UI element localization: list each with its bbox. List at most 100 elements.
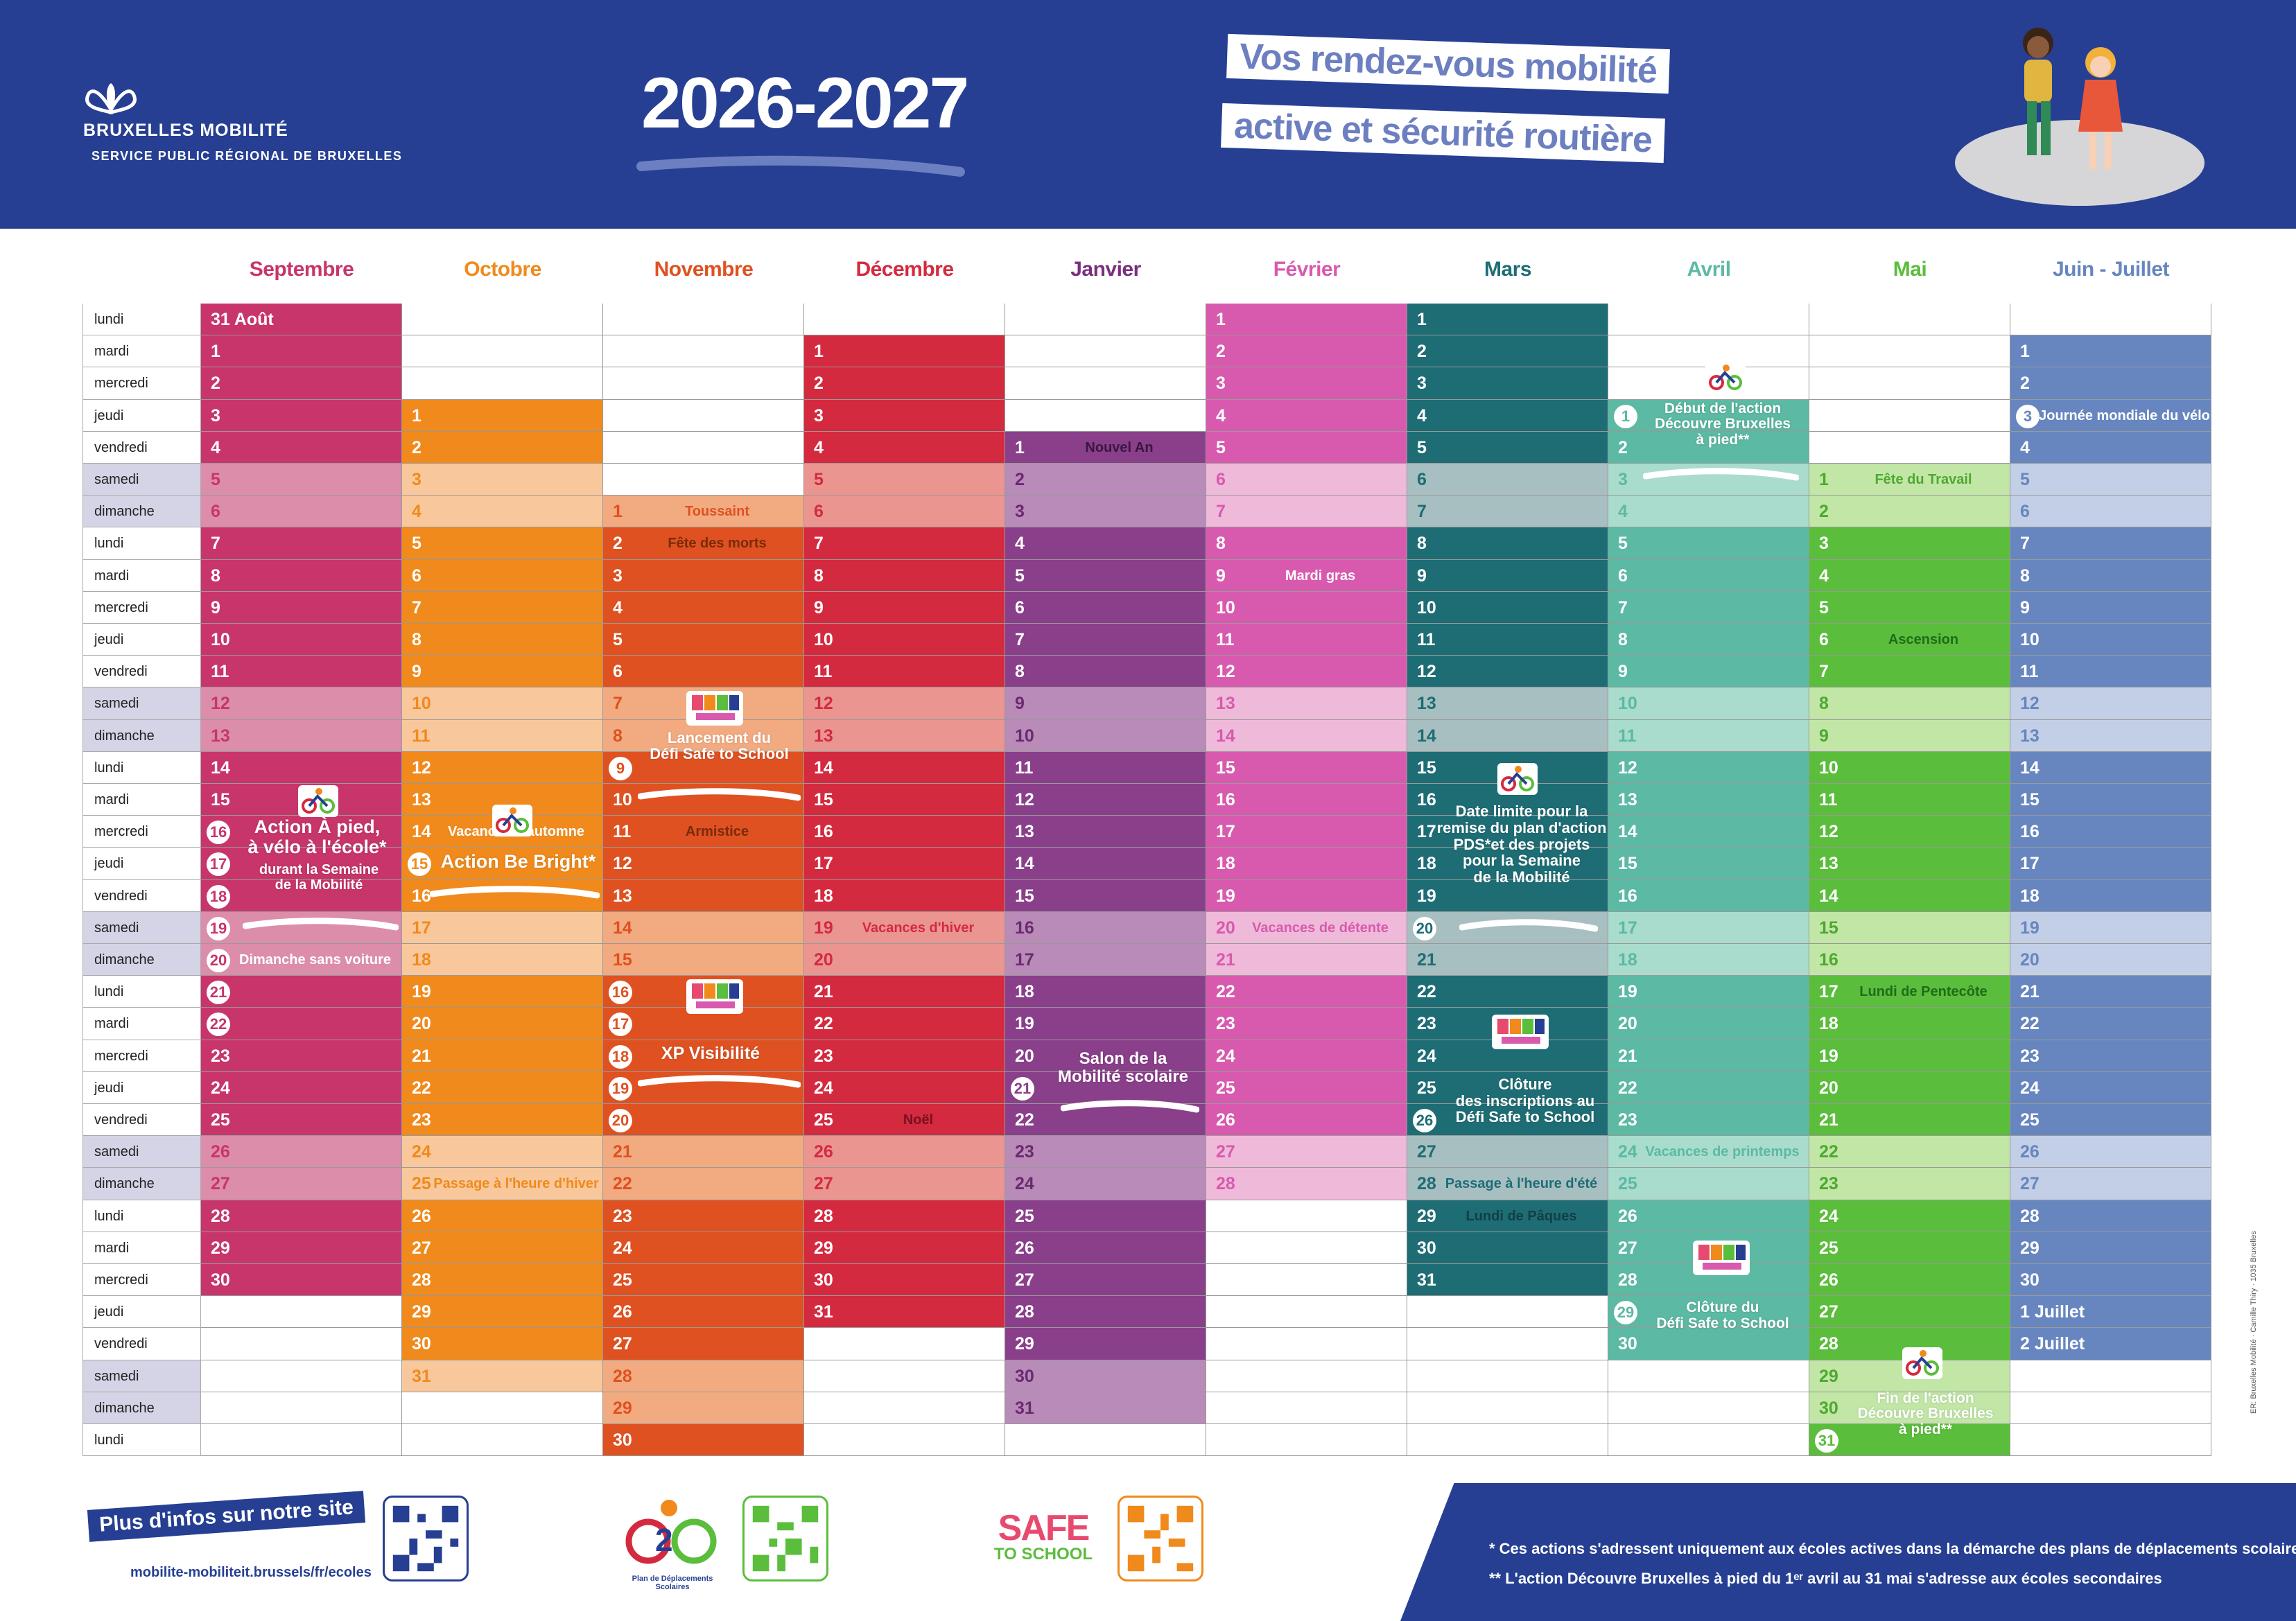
qr-code-safe-to-school[interactable] xyxy=(1117,1496,1203,1581)
day-number: 28 xyxy=(1819,1334,1838,1354)
calendar-day-cell: 1 xyxy=(201,335,402,368)
day-number: 7 xyxy=(1417,502,1427,522)
day-number: 21 xyxy=(2020,982,2040,1002)
day-number: 26 xyxy=(1015,1238,1034,1258)
brussels-mobility-logo[interactable]: BRUXELLES MOBILITÉ SERVICE PUBLIC RÉGION… xyxy=(83,82,402,164)
day-number: 18 xyxy=(2020,886,2040,906)
calendar-day-cell: 23 xyxy=(603,1200,804,1232)
day-number: 21 xyxy=(1618,1046,1637,1066)
day-number: 30 xyxy=(1417,1238,1436,1258)
day-number: 3 xyxy=(1819,534,1829,554)
day-number: 10 xyxy=(613,790,632,809)
day-number: 19 xyxy=(1417,886,1436,906)
weekday-label: vendredi xyxy=(82,879,201,912)
day-number: 15 xyxy=(1216,757,1235,778)
calendar-day-cell: 14 xyxy=(1809,879,2010,912)
calendar-day-cell: 24 Vacances de printemps xyxy=(1608,1136,1809,1168)
day-number: 27 xyxy=(412,1238,431,1258)
highlighted-day-number: 16 xyxy=(207,821,230,845)
highlighted-day-number: 21 xyxy=(1011,1076,1034,1101)
weekday-label: mercredi xyxy=(82,816,201,848)
calendar-day-cell: 13 xyxy=(1206,687,1407,720)
calendar-day-cell: 18 xyxy=(201,879,402,912)
day-number: 30 xyxy=(211,1270,230,1290)
calendar-day-cell: 8 xyxy=(804,559,1005,592)
day-number: 5 xyxy=(613,630,623,649)
day-number: 3 xyxy=(1417,374,1427,394)
day-number: 31 xyxy=(412,1366,431,1386)
weekday-label: mercredi xyxy=(82,591,201,624)
day-number: 5 xyxy=(1015,566,1025,586)
day-number: 22 xyxy=(814,1014,833,1034)
day-number: 31 xyxy=(814,1302,833,1322)
empty-cell xyxy=(603,367,804,400)
day-number: 11 xyxy=(1015,757,1034,778)
day-number: 22 xyxy=(1417,982,1436,1002)
day-number: 3 xyxy=(211,405,220,426)
weekday-label: jeudi xyxy=(82,399,201,432)
weekday-label: lundi xyxy=(82,751,201,784)
calendar-day-cell: 25 xyxy=(1608,1168,1809,1200)
day-number: 2 xyxy=(1015,470,1025,489)
calendar-day-cell: 4 xyxy=(201,431,402,464)
calendar-day-cell: 10 xyxy=(2010,624,2211,656)
calendar-day-cell: 28 xyxy=(603,1360,804,1392)
day-number: 19 xyxy=(2020,918,2040,938)
calendar-day-cell: 22 xyxy=(2010,1008,2211,1040)
day-number: 4 xyxy=(412,502,421,522)
calendar-day-cell: 1 xyxy=(1407,304,1608,336)
calendar-day-cell: 27 xyxy=(603,1328,804,1360)
weekday-label: lundi xyxy=(82,976,201,1008)
highlighted-day-number: 3 xyxy=(2016,404,2040,428)
day-number: 9 xyxy=(1618,662,1628,682)
calendar-day-cell: 2 xyxy=(201,367,402,400)
calendar-day-cell: 17 xyxy=(402,911,603,944)
calendar-day-cell: 20 xyxy=(1809,1071,2010,1104)
highlighted-day-number: 21 xyxy=(207,981,230,1005)
footnote-1: * Ces actions s'adressent uniquement aux… xyxy=(1489,1540,2296,1557)
calendar-day-cell: 28 xyxy=(201,1200,402,1232)
day-number: 1 xyxy=(613,502,623,522)
day-number: 13 xyxy=(2020,726,2040,746)
weekday-label: samedi xyxy=(82,911,201,944)
day-number: 6 xyxy=(1618,566,1628,586)
qr-code-website[interactable] xyxy=(383,1496,469,1581)
day-number: 22 xyxy=(613,1174,632,1194)
calendar-day-cell: 5 xyxy=(1809,591,2010,624)
day-number: 1 xyxy=(2020,342,2030,362)
day-number: 28 xyxy=(1015,1302,1034,1322)
calendar-day-cell: 22 xyxy=(603,1168,804,1200)
highlighted-day-number: 20 xyxy=(609,1109,632,1132)
month-header: Décembre xyxy=(855,258,954,281)
day-number: 13 xyxy=(412,790,431,809)
swoosh-decoration xyxy=(243,918,399,931)
empty-cell xyxy=(201,1392,402,1424)
month-header: Octobre xyxy=(464,258,541,281)
empty-cell xyxy=(603,464,804,496)
day-number: 4 xyxy=(1015,534,1025,554)
day-number: 27 xyxy=(1819,1302,1838,1322)
day-number: 2 xyxy=(1618,437,1628,457)
day-number: 8 xyxy=(1216,534,1226,554)
day-number: 11 xyxy=(814,662,833,682)
calendar-day-cell: 12 xyxy=(1809,816,2010,848)
empty-cell xyxy=(1206,1232,1407,1264)
day-number: 27 xyxy=(2020,1174,2040,1194)
calendar-day-cell: 24 xyxy=(2010,1071,2211,1104)
calendar-day-cell: 15 xyxy=(1206,751,1407,784)
day-number: 18 xyxy=(1417,854,1436,874)
empty-cell xyxy=(603,335,804,368)
day-number: 3 xyxy=(814,405,824,426)
calendar-day-cell: 4 xyxy=(402,496,603,528)
qr-code-pds[interactable] xyxy=(742,1496,828,1581)
event-callout: Date limite pour la remise du plan d'act… xyxy=(1436,803,1607,886)
website-link[interactable]: mobilite-mobiliteit.brussels/fr/ecoles xyxy=(130,1565,372,1580)
weekday-label: mardi xyxy=(82,784,201,816)
day-number: 1 xyxy=(1216,310,1226,329)
calendar-day-cell: 3 xyxy=(1005,496,1206,528)
calendar-day-cell: 5 xyxy=(804,464,1005,496)
calendar-day-cell: 10 xyxy=(1809,751,2010,784)
day-number: 28 xyxy=(412,1270,431,1290)
empty-cell xyxy=(1206,1264,1407,1297)
calendar-day-cell: 30 xyxy=(804,1264,1005,1297)
